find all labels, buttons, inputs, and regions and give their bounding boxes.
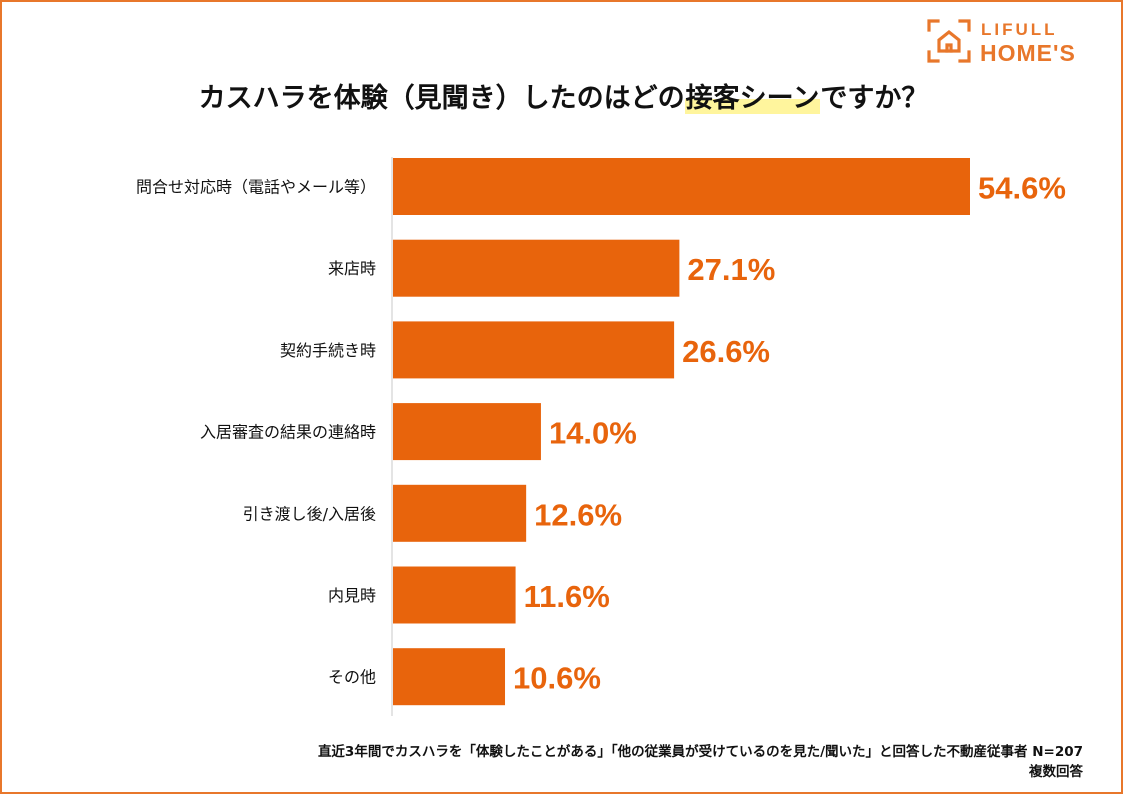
chart-title: カスハラを体験（見聞き）したのはどの接客シーンですか？ bbox=[2, 76, 1123, 115]
category-label: 来店時 bbox=[328, 259, 376, 278]
lifull-homes-logo: LIFULL HOME'S bbox=[926, 16, 1116, 66]
data-label: 11.6% bbox=[524, 579, 610, 614]
title-after: ですか？ bbox=[820, 83, 929, 114]
category-label: 引き渡し後/入居後 bbox=[243, 504, 376, 523]
data-label: 54.6% bbox=[978, 171, 1066, 206]
data-label: 14.0% bbox=[549, 416, 637, 451]
data-label: 12.6% bbox=[534, 497, 622, 532]
bar bbox=[393, 239, 680, 297]
bar bbox=[393, 566, 516, 624]
category-label: その他 bbox=[328, 668, 376, 687]
house-bracket-icon bbox=[927, 19, 971, 63]
title-highlight: 接客シーン bbox=[684, 83, 821, 114]
category-label: 問合せ対応時（電話やメール等） bbox=[136, 178, 376, 197]
bar bbox=[393, 648, 506, 706]
footnote-sample: 直近3年間でカスハラを「体験したことがある」「他の従業員が受けているのを見た/聞… bbox=[317, 744, 1083, 760]
bar bbox=[393, 321, 675, 379]
title-before: カスハラを体験（見聞き）したのはどの bbox=[198, 83, 685, 114]
bar bbox=[393, 158, 970, 215]
bar-chart: 問合せ対応時（電話やメール等） 54.6% 来店時 27.1% 契約手続き時 26.6% 入… bbox=[136, 157, 1066, 716]
data-label: 10.6% bbox=[513, 661, 601, 696]
data-label: 27.1% bbox=[687, 252, 775, 287]
data-label: 26.6% bbox=[682, 334, 770, 369]
bar bbox=[393, 484, 527, 542]
logo-text-homes: HOME'S bbox=[980, 40, 1076, 66]
logo-text-lifull: LIFULL bbox=[981, 20, 1058, 39]
footnote-note: 複数回答 bbox=[1029, 764, 1083, 780]
bar bbox=[393, 403, 541, 461]
category-label: 入居審査の結果の連絡時 bbox=[200, 423, 376, 442]
category-label: 内見時 bbox=[328, 586, 376, 605]
category-label: 契約手続き時 bbox=[280, 341, 376, 360]
footnote: 直近3年間でカスハラを「体験したことがある」「他の従業員が受けているのを見た/聞… bbox=[318, 742, 1083, 782]
